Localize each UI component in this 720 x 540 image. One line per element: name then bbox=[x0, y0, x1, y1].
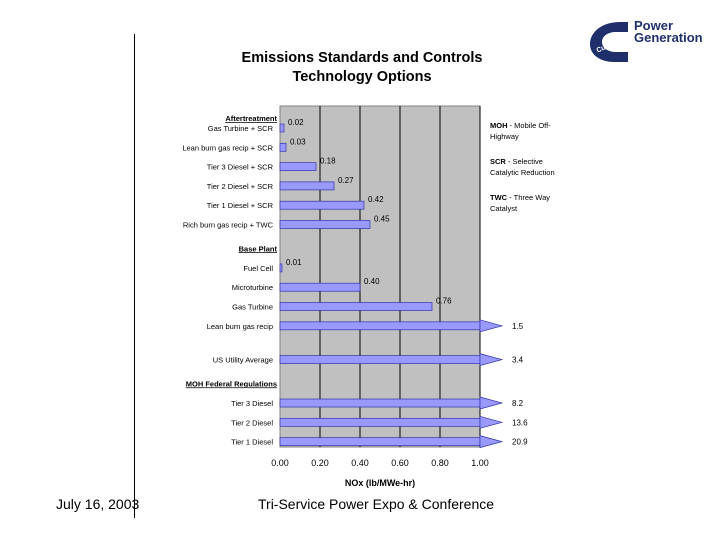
legend-desc: - Three Way bbox=[509, 193, 550, 202]
legend-desc-line2: Highway bbox=[490, 132, 519, 141]
bar-overflow-arrow bbox=[479, 353, 504, 367]
legend-entry: TWC - Three Way bbox=[490, 193, 550, 202]
data-label: 0.27 bbox=[338, 176, 354, 185]
brand-text: Power Generation bbox=[634, 18, 703, 45]
group-label: MOH Federal Regulations bbox=[186, 379, 277, 388]
group-label: Base Plant bbox=[239, 244, 278, 253]
legend-desc: - Mobile Off- bbox=[510, 121, 552, 130]
legend-entry: SCR - Selective bbox=[490, 157, 543, 166]
bar bbox=[279, 398, 481, 408]
bar bbox=[279, 355, 481, 364]
bar-overflow-arrow bbox=[479, 319, 504, 333]
x-tick-label: 0.40 bbox=[351, 458, 369, 468]
category-label: Tier 3 Diesel bbox=[231, 399, 273, 408]
category-label: Gas Turbine bbox=[232, 303, 273, 312]
category-label: Tier 2 Diesel bbox=[231, 418, 273, 427]
category-label: Microturbine bbox=[232, 283, 273, 292]
category-label: Tier 2 Diesel + SCR bbox=[207, 182, 274, 191]
footer-event: Tri-Service Power Expo & Conference bbox=[258, 496, 495, 512]
data-label: 8.2 bbox=[512, 399, 524, 408]
slide-divider-line bbox=[134, 34, 135, 518]
chart-title: Emissions Standards and Controls bbox=[242, 50, 483, 66]
x-tick-label: 0.80 bbox=[431, 458, 449, 468]
x-tick-label: 0.60 bbox=[391, 458, 409, 468]
x-axis-label: NOx (lb/MWe-hr) bbox=[345, 478, 415, 488]
bar bbox=[279, 181, 335, 191]
data-label: 20.9 bbox=[512, 438, 528, 447]
bar bbox=[279, 282, 361, 292]
category-label: US Utility Average bbox=[213, 356, 273, 365]
bar bbox=[279, 220, 371, 229]
category-label: Tier 1 Diesel bbox=[231, 438, 273, 447]
legend-desc: - Selective bbox=[508, 157, 543, 166]
data-label: 1.5 bbox=[512, 322, 524, 331]
category-label: Tier 1 Diesel + SCR bbox=[207, 201, 274, 210]
data-label: 0.42 bbox=[368, 195, 384, 204]
bar-overflow-arrow bbox=[479, 435, 504, 449]
bar bbox=[279, 302, 433, 311]
bar bbox=[279, 142, 287, 152]
data-label: 0.03 bbox=[290, 137, 306, 146]
logo-c-shape-icon bbox=[590, 22, 628, 62]
bar bbox=[279, 263, 283, 273]
bar-overflow-arrow bbox=[479, 396, 504, 410]
legend-desc-line2: Catalyst bbox=[490, 204, 518, 213]
legend-abbr: TWC bbox=[490, 193, 509, 202]
category-label: Gas Turbine + SCR bbox=[208, 124, 274, 133]
data-label: 0.02 bbox=[288, 118, 304, 127]
data-label: 0.45 bbox=[374, 215, 390, 224]
data-label: 13.6 bbox=[512, 418, 528, 427]
category-label: Lean burn gas recip bbox=[207, 322, 273, 331]
x-tick-label: 1.00 bbox=[471, 458, 489, 468]
category-label: Lean burn gas recip + SCR bbox=[182, 143, 273, 152]
bar bbox=[279, 321, 481, 331]
footer-date: July 16, 2003 bbox=[56, 496, 140, 512]
bar bbox=[279, 200, 365, 210]
cummins-logo: Cummins bbox=[590, 22, 628, 62]
x-tick-label: 0.00 bbox=[271, 458, 289, 468]
plot-area bbox=[279, 105, 481, 448]
bar bbox=[279, 123, 285, 133]
legend-abbr: SCR bbox=[490, 157, 508, 166]
category-label: Rich burn gas recip + TWC bbox=[183, 221, 274, 230]
category-label: Fuel Cell bbox=[243, 264, 273, 273]
brand-line-power: Power bbox=[634, 18, 674, 33]
legend-desc-line2: Catalytic Reduction bbox=[490, 168, 555, 177]
bar bbox=[279, 162, 317, 171]
bar-overflow-arrow bbox=[479, 415, 504, 429]
legend-abbr: MOH bbox=[490, 121, 510, 130]
bar bbox=[279, 437, 481, 446]
group-label: Aftertreatment bbox=[225, 114, 277, 123]
data-label: 0.01 bbox=[286, 258, 302, 267]
category-label: Tier 3 Diesel + SCR bbox=[207, 163, 274, 172]
brand-line-generation: Generation bbox=[634, 30, 703, 45]
data-label: 0.18 bbox=[320, 157, 336, 166]
x-tick-label: 0.20 bbox=[311, 458, 329, 468]
bar bbox=[279, 417, 481, 427]
data-label: 0.40 bbox=[364, 277, 380, 286]
chart-subtitle: Technology Options bbox=[292, 69, 431, 85]
data-label: 3.4 bbox=[512, 356, 524, 365]
legend-entry: MOH - Mobile Off- bbox=[490, 121, 551, 130]
data-label: 0.76 bbox=[436, 297, 452, 306]
